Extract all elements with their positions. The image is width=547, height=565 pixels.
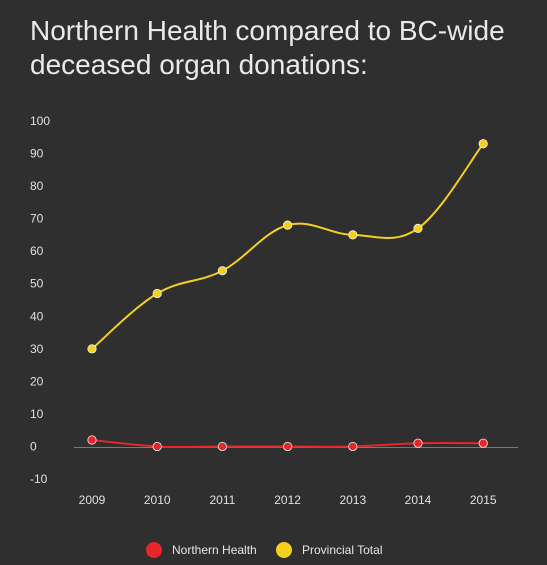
y-tick-label: 10: [30, 407, 44, 421]
x-tick-label: 2011: [209, 493, 235, 507]
y-tick-label: 20: [30, 374, 44, 388]
data-point[interactable]: [217, 441, 227, 452]
x-tick-label: 2013: [339, 493, 366, 507]
data-point[interactable]: [87, 344, 97, 354]
y-axis-ticks: -10 0 10 20 30 40 50 60 70 80 90 100: [30, 114, 50, 486]
series-lines: [91, 143, 484, 448]
x-tick-label: 2014: [405, 493, 432, 507]
data-point[interactable]: [282, 220, 293, 230]
y-tick-label: 40: [30, 309, 44, 323]
data-point[interactable]: [348, 441, 358, 452]
y-tick-label: 0: [30, 439, 37, 453]
data-point[interactable]: [152, 441, 162, 452]
legend: Northern Health Provincial Total: [146, 542, 382, 558]
data-point[interactable]: [478, 438, 488, 448]
y-tick-label: -10: [30, 472, 48, 486]
data-point[interactable]: [413, 223, 423, 233]
data-point[interactable]: [152, 288, 162, 299]
data-point[interactable]: [87, 435, 97, 445]
data-point[interactable]: [282, 441, 293, 452]
x-tick-label: 2012: [274, 493, 301, 507]
y-tick-label: 80: [30, 179, 44, 193]
x-tick-label: 2015: [470, 493, 497, 507]
y-tick-label: 70: [30, 212, 44, 226]
y-tick-label: 50: [30, 277, 44, 291]
legend-label: Provincial Total: [302, 543, 382, 557]
data-point[interactable]: [217, 266, 227, 276]
legend-swatch: [276, 542, 292, 558]
y-tick-label: 60: [30, 244, 44, 258]
x-tick-label: 2010: [144, 493, 171, 507]
data-point[interactable]: [478, 139, 488, 149]
y-tick-label: 90: [30, 147, 44, 161]
y-tick-label: 30: [30, 342, 44, 356]
x-axis-ticks: 2009 2010 2011 2012 2013 2014 2015: [79, 493, 497, 507]
legend-swatch: [146, 542, 162, 558]
data-point[interactable]: [413, 438, 423, 448]
series-points: [87, 139, 488, 452]
data-point[interactable]: [348, 230, 358, 240]
y-tick-label: 100: [30, 114, 50, 128]
chart-title: Northern Health compared to BC-wide dece…: [30, 15, 505, 80]
legend-label: Northern Health: [172, 543, 257, 557]
series-line: [91, 143, 484, 350]
x-tick-label: 2009: [79, 493, 106, 507]
